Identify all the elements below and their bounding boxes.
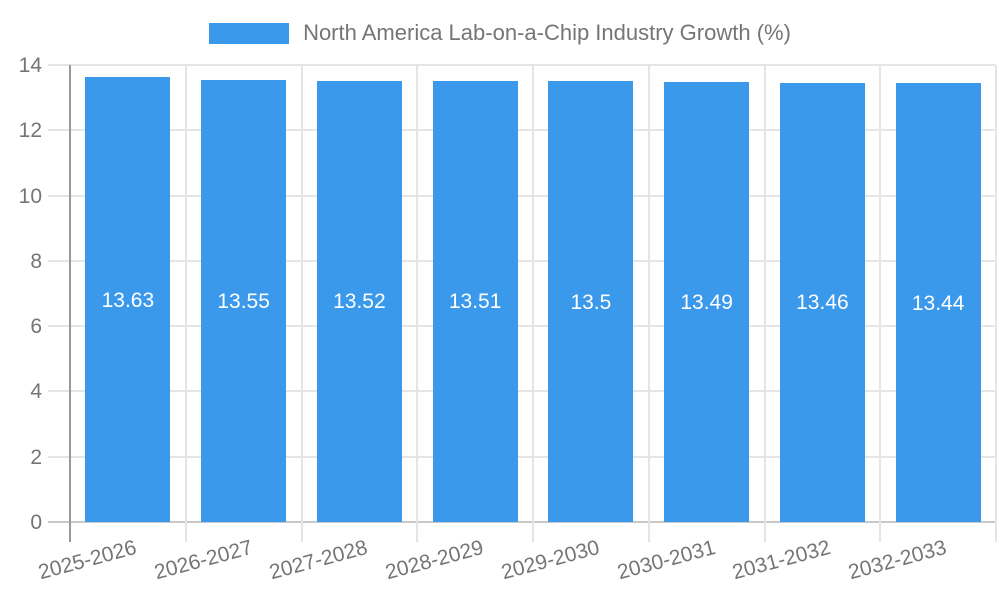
x-gridline	[300, 65, 303, 542]
bar[interactable]: 13.44	[895, 83, 981, 522]
bar-value-label: 13.51	[448, 290, 502, 314]
bar[interactable]: 13.55	[201, 79, 287, 522]
bar[interactable]: 13.52	[316, 80, 402, 522]
bar[interactable]: 13.51	[432, 80, 518, 522]
y-gridline	[48, 129, 996, 132]
x-gridline	[995, 65, 997, 542]
bar-value-label: 13.63	[101, 288, 155, 312]
y-tick-label: 10	[18, 184, 42, 208]
bar[interactable]: 13.49	[664, 81, 750, 522]
legend-swatch	[209, 22, 290, 44]
y-gridline	[48, 455, 996, 458]
legend-item[interactable]: North America Lab-on-a-Chip Industry Gro…	[0, 20, 1000, 46]
y-tick-label: 6	[30, 315, 42, 339]
y-gridline	[48, 390, 996, 393]
x-gridline	[879, 65, 882, 542]
x-gridline	[532, 65, 534, 542]
bar-value-label: 13.52	[333, 290, 386, 314]
x-gridline	[416, 65, 419, 542]
legend-label: North America Lab-on-a-Chip Industry Gro…	[303, 20, 791, 45]
y-tick-label: 4	[30, 380, 42, 404]
x-gridline	[763, 65, 766, 542]
bar-value-label: 13.44	[911, 291, 965, 315]
y-gridline	[48, 64, 996, 66]
bar[interactable]: 13.46	[779, 82, 865, 522]
bar[interactable]: 13.63	[85, 77, 171, 522]
y-tick-label: 0	[30, 511, 42, 534]
bar-value-label: 13.46	[796, 291, 849, 315]
y-tick-label: 8	[30, 249, 42, 273]
bar-value-label: 13.49	[680, 290, 733, 314]
y-tick-label: 12	[18, 119, 42, 143]
x-gridline	[647, 65, 650, 542]
y-axis-line	[69, 65, 71, 542]
y-gridline	[48, 325, 996, 328]
x-gridline	[184, 65, 187, 542]
y-gridline	[48, 521, 996, 523]
bar[interactable]: 13.5	[548, 81, 634, 522]
y-gridline	[48, 259, 996, 262]
y-tick-label: 14	[18, 54, 42, 77]
bar-value-label: 13.5	[570, 290, 612, 314]
bar-value-label: 13.55	[217, 289, 270, 313]
y-tick-label: 2	[30, 445, 42, 469]
y-gridline	[48, 194, 996, 197]
